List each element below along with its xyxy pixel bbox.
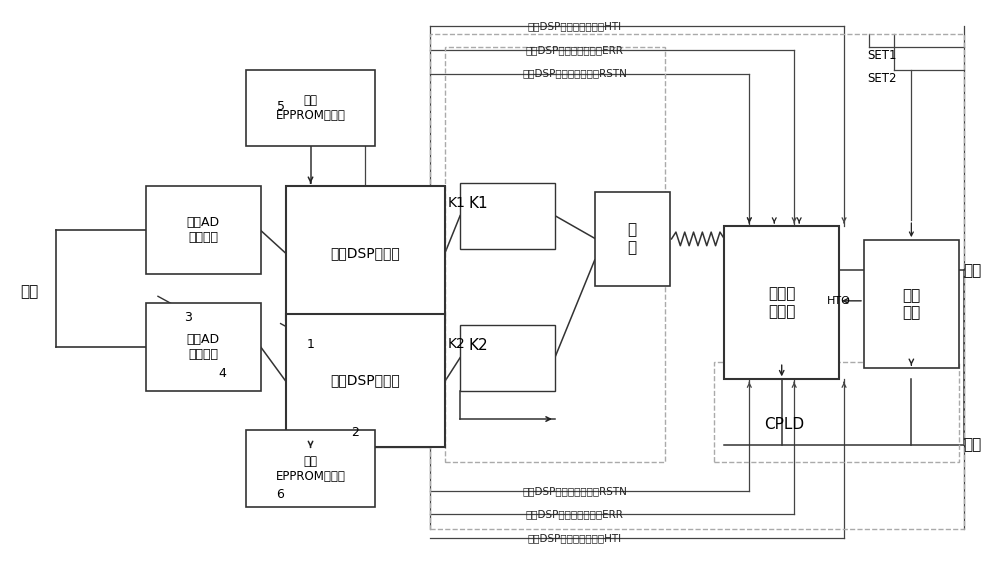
Text: 第二AD
采样模块: 第二AD 采样模块	[187, 332, 220, 360]
FancyBboxPatch shape	[286, 186, 445, 320]
Text: 与
门: 与 门	[628, 223, 637, 255]
Text: 3: 3	[184, 311, 192, 324]
Text: 5: 5	[277, 100, 285, 113]
Text: 第一
EPPROM存储器: 第一 EPPROM存储器	[276, 94, 345, 122]
Text: 第一DSP处理器心跳信号HTI: 第一DSP处理器心跳信号HTI	[528, 21, 622, 31]
FancyBboxPatch shape	[146, 303, 261, 391]
Text: 第二DSP处理器自检信号ERR: 第二DSP处理器自检信号ERR	[526, 509, 624, 520]
Text: 第二DSP处理器: 第二DSP处理器	[330, 373, 400, 388]
FancyBboxPatch shape	[864, 240, 959, 368]
Text: 第二DSP处理器心跳信号HTI: 第二DSP处理器心跳信号HTI	[528, 533, 622, 544]
Text: SET1: SET1	[867, 49, 896, 62]
FancyBboxPatch shape	[595, 192, 670, 286]
Text: 第一DSP处理器复位信号RSTN: 第一DSP处理器复位信号RSTN	[522, 69, 627, 79]
FancyBboxPatch shape	[724, 226, 839, 379]
FancyBboxPatch shape	[460, 325, 555, 391]
Text: 第一DSP处理器自检信号ERR: 第一DSP处理器自检信号ERR	[526, 45, 624, 55]
Text: K2: K2	[447, 337, 465, 351]
FancyBboxPatch shape	[246, 70, 375, 146]
Text: 输出: 输出	[964, 263, 982, 278]
Text: K1: K1	[468, 196, 488, 211]
Text: CPLD: CPLD	[764, 417, 804, 432]
Text: 逻辑控
制电路: 逻辑控 制电路	[768, 286, 795, 319]
Text: K2: K2	[468, 337, 488, 353]
FancyBboxPatch shape	[146, 186, 261, 274]
FancyBboxPatch shape	[286, 314, 445, 448]
Text: 监控
电路: 监控 电路	[902, 288, 920, 320]
Text: 报警: 报警	[964, 437, 982, 452]
Text: 第二
EPPROM存储器: 第二 EPPROM存储器	[276, 455, 345, 482]
FancyBboxPatch shape	[246, 431, 375, 507]
Text: 6: 6	[277, 488, 284, 501]
Text: HTO: HTO	[827, 296, 851, 306]
FancyBboxPatch shape	[460, 183, 555, 248]
Text: 第一DSP处理器: 第一DSP处理器	[330, 246, 400, 260]
Text: SET2: SET2	[867, 71, 896, 85]
Text: 输入: 输入	[20, 284, 38, 299]
Text: K1: K1	[447, 196, 465, 210]
Text: 4: 4	[219, 367, 227, 380]
Text: 第二DSP处理器复位信号RSTN: 第二DSP处理器复位信号RSTN	[522, 486, 627, 496]
Text: 1: 1	[307, 338, 314, 351]
Text: 2: 2	[351, 426, 359, 439]
Text: 第一AD
采样模块: 第一AD 采样模块	[187, 216, 220, 244]
